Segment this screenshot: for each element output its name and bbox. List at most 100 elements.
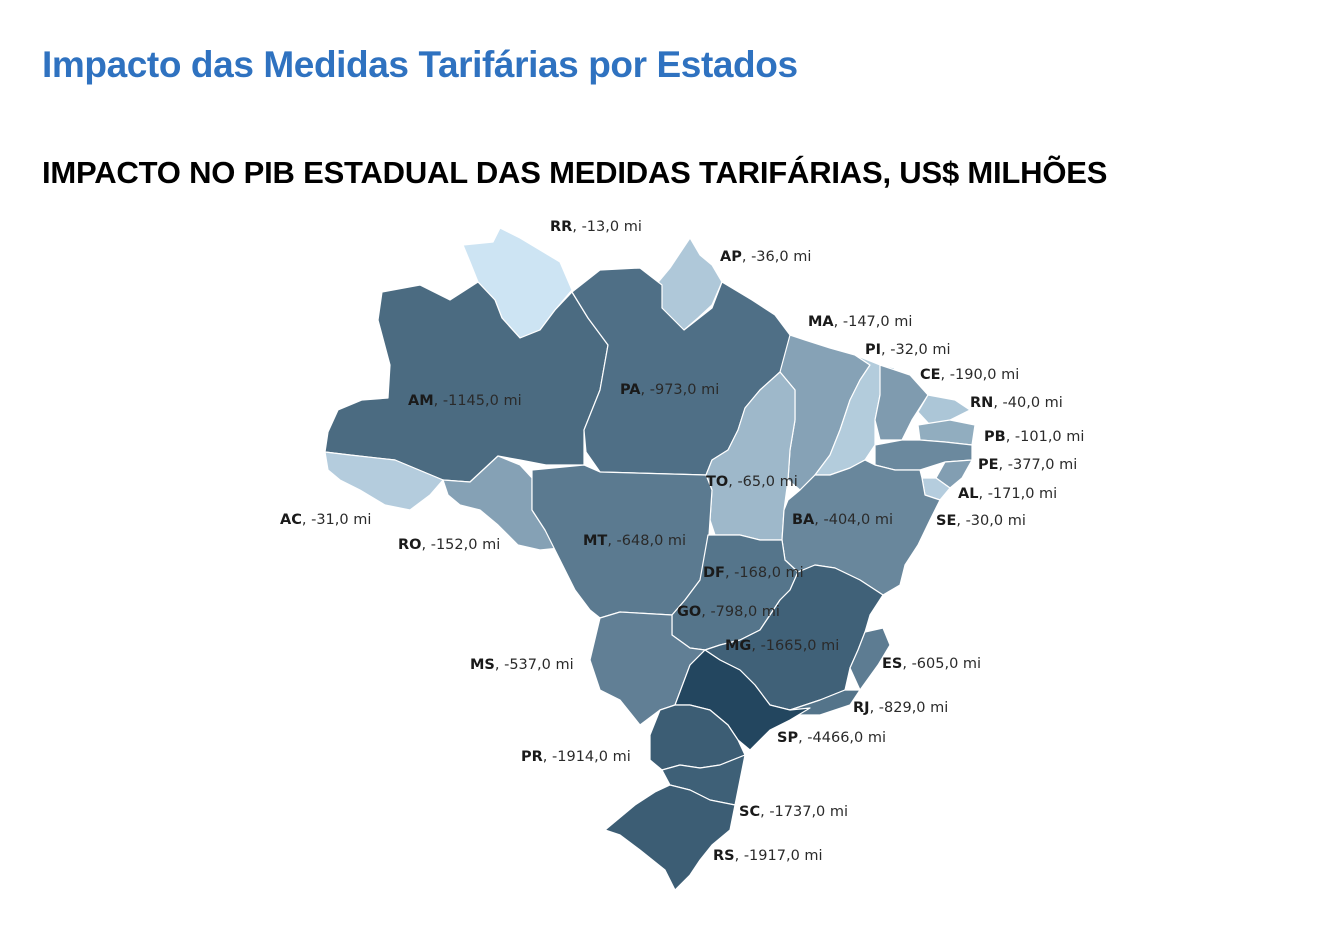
state-label-sp: SP, -4466,0 mi — [777, 730, 886, 746]
state-value: -31,0 mi — [311, 512, 371, 528]
state-value: -30,0 mi — [966, 513, 1026, 529]
state-value: -605,0 mi — [912, 656, 982, 672]
state-abbr: CE — [920, 367, 941, 383]
state-value: -101,0 mi — [1015, 429, 1085, 445]
state-label-se: SE, -30,0 mi — [936, 513, 1026, 529]
state-label-rr: RR, -13,0 mi — [550, 219, 642, 235]
state-abbr: MA — [808, 314, 834, 330]
state-abbr: DF — [703, 565, 725, 581]
state-value: -1145,0 mi — [443, 393, 522, 409]
state-value: -973,0 mi — [650, 382, 720, 398]
state-value: -798,0 mi — [710, 604, 780, 620]
separator: , — [607, 533, 616, 549]
state-label-sc: SC, -1737,0 mi — [739, 804, 848, 820]
state-label-go: GO, -798,0 mi — [677, 604, 780, 620]
state-abbr: RN — [970, 395, 993, 411]
state-label-al: AL, -171,0 mi — [958, 486, 1057, 502]
page-title: Impacto das Medidas Tarifárias por Estad… — [42, 44, 798, 85]
state-abbr: TO — [706, 474, 728, 490]
state-abbr: PI — [865, 342, 881, 358]
separator: , — [834, 314, 843, 330]
separator: , — [993, 395, 1002, 411]
state-abbr: GO — [677, 604, 701, 620]
state-label-rs: RS, -1917,0 mi — [713, 848, 823, 864]
state-value: -1737,0 mi — [769, 804, 848, 820]
separator: , — [1006, 429, 1015, 445]
separator: , — [422, 537, 431, 553]
state-label-ba: BA, -404,0 mi — [792, 512, 893, 528]
separator: , — [798, 730, 807, 746]
state-label-pa: PA, -973,0 mi — [620, 382, 719, 398]
separator: , — [814, 512, 823, 528]
separator: , — [999, 457, 1008, 473]
separator: , — [543, 749, 552, 765]
state-abbr: RJ — [853, 700, 870, 716]
state-abbr: MS — [470, 657, 495, 673]
state-abbr: AC — [280, 512, 302, 528]
state-abbr: SC — [739, 804, 760, 820]
state-abbr: ES — [882, 656, 902, 672]
state-value: -13,0 mi — [582, 219, 642, 235]
separator: , — [434, 393, 443, 409]
state-value: -404,0 mi — [824, 512, 894, 528]
state-value: -190,0 mi — [950, 367, 1020, 383]
state-abbr: RO — [398, 537, 422, 553]
separator: , — [701, 604, 710, 620]
state-abbr: RR — [550, 219, 572, 235]
state-abbr: AP — [720, 249, 742, 265]
state-label-ms: MS, -537,0 mi — [470, 657, 574, 673]
state-label-pr: PR, -1914,0 mi — [521, 749, 631, 765]
state-rs — [604, 784, 736, 891]
state-abbr: MG — [725, 638, 751, 654]
state-label-rn: RN, -40,0 mi — [970, 395, 1063, 411]
state-am — [324, 281, 609, 483]
state-label-ce: CE, -190,0 mi — [920, 367, 1019, 383]
separator: , — [742, 249, 751, 265]
separator: , — [941, 367, 950, 383]
state-label-pe: PE, -377,0 mi — [978, 457, 1077, 473]
state-value: -537,0 mi — [504, 657, 574, 673]
separator: , — [735, 848, 744, 864]
state-value: -377,0 mi — [1008, 457, 1078, 473]
separator: , — [751, 638, 760, 654]
separator: , — [902, 656, 911, 672]
state-label-ap: AP, -36,0 mi — [720, 249, 811, 265]
state-label-ro: RO, -152,0 mi — [398, 537, 500, 553]
state-abbr: MT — [583, 533, 607, 549]
state-abbr: PB — [984, 429, 1006, 445]
state-abbr: SP — [777, 730, 798, 746]
separator: , — [641, 382, 650, 398]
state-value: -147,0 mi — [843, 314, 913, 330]
state-abbr: PA — [620, 382, 641, 398]
state-label-pi: PI, -32,0 mi — [865, 342, 951, 358]
state-value: -32,0 mi — [890, 342, 950, 358]
state-abbr: SE — [936, 513, 956, 529]
state-abbr: PE — [978, 457, 999, 473]
separator: , — [956, 513, 965, 529]
state-label-df: DF, -168,0 mi — [703, 565, 804, 581]
separator: , — [728, 474, 737, 490]
state-abbr: AL — [958, 486, 978, 502]
state-abbr: BA — [792, 512, 815, 528]
state-ac — [324, 451, 444, 511]
separator: , — [495, 657, 504, 673]
separator: , — [881, 342, 890, 358]
separator: , — [760, 804, 769, 820]
separator: , — [572, 219, 581, 235]
state-label-am: AM, -1145,0 mi — [408, 393, 522, 409]
state-value: -168,0 mi — [734, 565, 804, 581]
state-label-mg: MG, -1665,0 mi — [725, 638, 839, 654]
separator: , — [302, 512, 311, 528]
state-al — [935, 459, 973, 489]
state-value: -152,0 mi — [431, 537, 501, 553]
state-abbr: RS — [713, 848, 735, 864]
state-label-to: TO, -65,0 mi — [706, 474, 798, 490]
state-label-ma: MA, -147,0 mi — [808, 314, 912, 330]
state-label-es: ES, -605,0 mi — [882, 656, 981, 672]
state-label-pb: PB, -101,0 mi — [984, 429, 1084, 445]
state-value: -829,0 mi — [879, 700, 949, 716]
state-value: -171,0 mi — [988, 486, 1058, 502]
state-value: -1665,0 mi — [761, 638, 840, 654]
state-label-mt: MT, -648,0 mi — [583, 533, 686, 549]
